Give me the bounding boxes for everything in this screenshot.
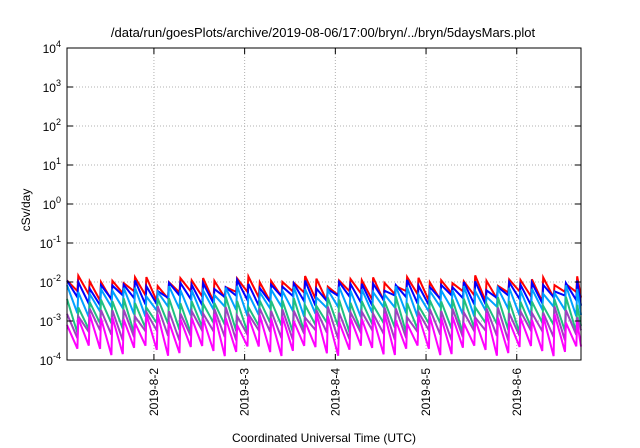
- y-tick-label: 10-2: [40, 273, 61, 290]
- y-tick-label: 10-1: [40, 234, 61, 251]
- x-tick-label: 2019-8-5: [419, 368, 433, 416]
- y-tick-label: 103: [43, 78, 61, 95]
- x-axis-label: Coordinated Universal Time (UTC): [232, 431, 416, 445]
- grid: [67, 48, 581, 360]
- y-tick-label: 100: [43, 195, 61, 212]
- series-layer: [66, 272, 582, 357]
- y-tick-label: 102: [43, 117, 61, 134]
- x-tick-label: 2019-8-4: [328, 368, 342, 416]
- x-tick-label: 2019-8-3: [238, 368, 252, 416]
- y-tick-label: 10-4: [40, 351, 61, 368]
- y-tick-label: 101: [43, 156, 61, 173]
- x-tick-label: 2019-8-6: [510, 368, 524, 416]
- y-tick-label: 10-3: [40, 312, 61, 329]
- y-axis: 10-4 10-3 10-2 10-1 100 101 102 103 104: [40, 39, 581, 368]
- y-axis-label: cSv/day: [19, 189, 33, 232]
- x-tick-label: 2019-8-2: [147, 368, 161, 416]
- chart-title: /data/run/goesPlots/archive/2019-08-06/1…: [111, 25, 536, 40]
- y-tick-label: 104: [43, 39, 61, 56]
- series-line: [66, 312, 582, 357]
- x-axis: 2019-8-2 2019-8-3 2019-8-4 2019-8-5 2019-8-6: [147, 48, 524, 416]
